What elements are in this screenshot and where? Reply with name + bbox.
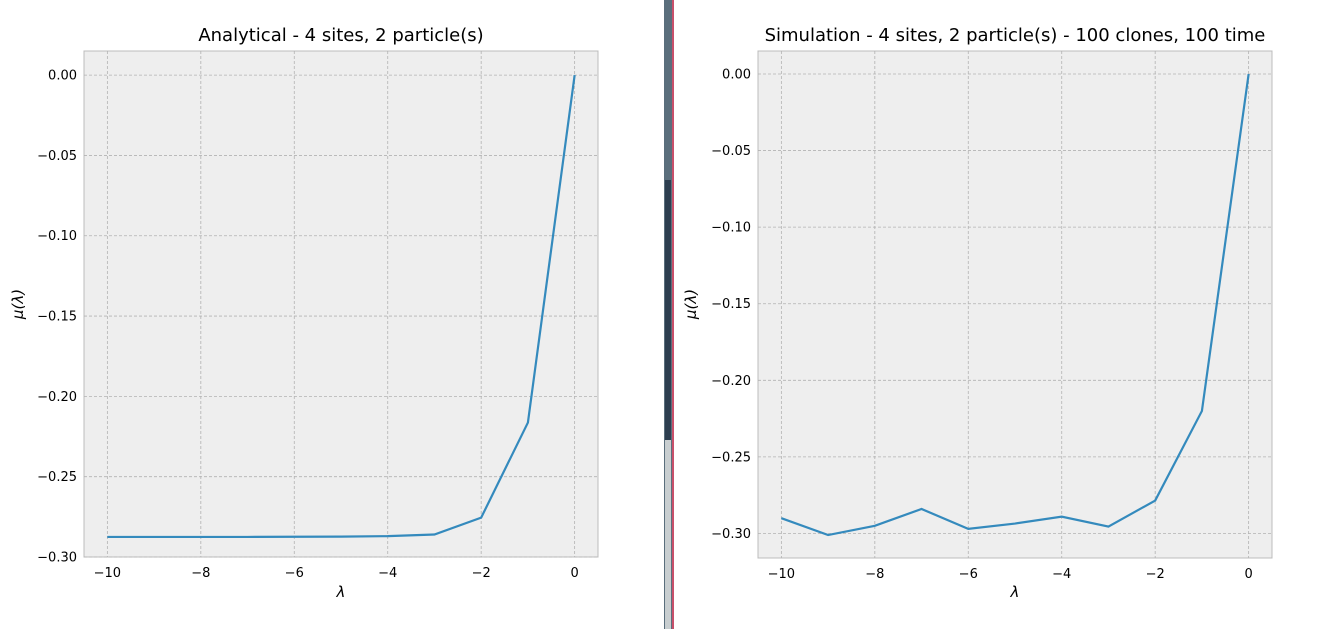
x-axis-label: λ [336,583,346,601]
y-tick-label: −0.20 [711,374,751,389]
y-tick-label: −0.15 [37,310,77,325]
chart-title: Analytical - 4 sites, 2 particle(s) [198,25,483,46]
y-tick-label: −0.30 [711,527,751,542]
plot-area [757,50,1273,559]
y-tick-label: −0.05 [711,144,751,159]
x-tick-label: 0 [1244,567,1252,582]
gridlines [84,51,598,558]
x-tick-label: −6 [959,567,978,582]
chart-title: Simulation - 4 sites, 2 particle(s) - 10… [765,25,1266,46]
x-axis-label: λ [1010,583,1020,601]
y-tick-label: −0.30 [37,551,77,566]
y-tick-label: −0.05 [37,149,77,164]
x-tick-label: 0 [570,566,578,581]
x-tick-labels: −10 −8 −6 −4 −2 0 [768,567,1253,582]
series-line [780,73,1250,537]
x-tick-label: −4 [378,566,397,581]
x-tick-label: −10 [94,566,121,581]
x-tick-label: −8 [191,566,210,581]
y-tick-label: −0.15 [711,297,751,312]
plot-area [83,50,599,558]
x-tick-labels: −10 −8 −6 −4 −2 0 [94,566,579,581]
x-tick-label: −10 [768,567,795,582]
center-divider [664,0,674,629]
simulation-chart: −10 −8 −6 −4 −2 0 0.00 −0.05 −0.10 −0.15 −0.20 −0.… [682,25,1273,601]
y-tick-label: 0.00 [722,67,751,82]
y-tick-label: −0.20 [37,390,77,405]
y-tick-label: 0.00 [48,69,77,84]
x-tick-label: −6 [285,566,304,581]
gridlines [758,51,1272,558]
series-line [107,74,576,539]
x-tick-label: −4 [1052,567,1071,582]
y-tick-label: −0.10 [711,221,751,236]
y-axis-label: μ(λ) [9,289,27,320]
x-tick-label: −8 [865,567,884,582]
y-tick-label: −0.10 [37,229,77,244]
y-tick-label: −0.25 [37,470,77,485]
x-tick-label: −2 [472,566,491,581]
x-tick-label: −2 [1146,567,1165,582]
analytical-chart: −10 −8 −6 −4 −2 0 0.00 −0.05 −0.10 −0.15 −0.20 −0.… [9,25,599,601]
y-axis-label: μ(λ) [682,289,700,320]
y-tick-labels: 0.00 −0.05 −0.10 −0.15 −0.20 −0.25 −0.30 [711,67,751,542]
y-tick-labels: 0.00 −0.05 −0.10 −0.15 −0.20 −0.25 −0.30 [37,69,77,566]
y-tick-label: −0.25 [711,450,751,465]
